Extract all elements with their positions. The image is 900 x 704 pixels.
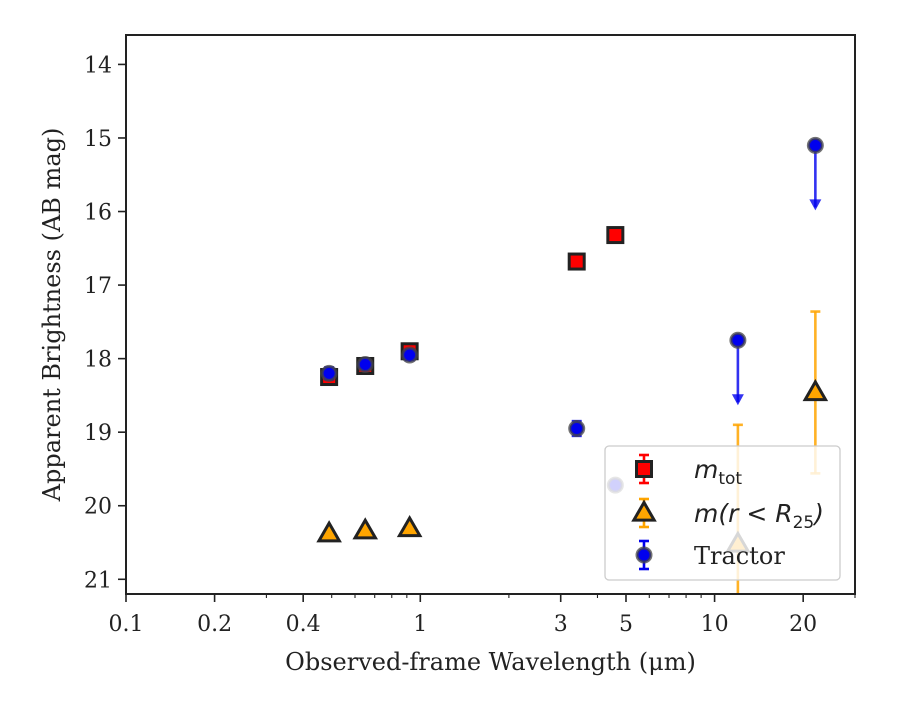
- y-tick-label: 15: [84, 127, 112, 152]
- y-tick-label: 20: [84, 495, 112, 520]
- x-tick-label: 10: [701, 612, 729, 637]
- legend-label: m(r < R25): [694, 499, 824, 533]
- x-tick-label: 20: [789, 612, 817, 637]
- x-tick-label: 0.2: [197, 612, 232, 637]
- x-tick-label: 5: [619, 612, 633, 637]
- legend-label: Tractor: [694, 542, 785, 570]
- data-point: [401, 346, 419, 364]
- upper-limit-arrowhead: [809, 199, 822, 211]
- x-tick-label: 3: [554, 612, 568, 637]
- data-point: [396, 514, 423, 538]
- data-point: [320, 364, 338, 382]
- legend: mtot m(r < R25) Tractor: [604, 445, 841, 581]
- x-axis: 0.1 0.2 0.4 1 3 5 10 20: [109, 594, 856, 637]
- y-tick-label: 18: [84, 348, 112, 373]
- data-point: [806, 136, 824, 154]
- upper-limit-arrowhead: [731, 394, 744, 406]
- y-tick-label: 21: [84, 568, 112, 593]
- legend-marker: [635, 460, 653, 478]
- data-point: [316, 520, 342, 543]
- data-point: [352, 517, 379, 540]
- legend-marker: [631, 499, 657, 522]
- data-point: [567, 606, 587, 624]
- plot-frame: [125, 34, 856, 595]
- data-point: [568, 420, 586, 438]
- series-layer: [316, 136, 829, 624]
- legend-label: mtot: [694, 455, 742, 489]
- x-axis-label: Observed-frame Wavelength (μm): [285, 648, 696, 676]
- data-point: [356, 356, 374, 374]
- x-tick-label: 0.1: [109, 612, 144, 637]
- data-point: [729, 331, 747, 349]
- y-tick-label: 16: [84, 201, 112, 226]
- data-point: [802, 378, 829, 402]
- y-axis: 14 15 16 17 18 19 20 21: [84, 53, 126, 593]
- data-point: [606, 226, 625, 245]
- y-tick-label: 14: [84, 53, 112, 78]
- x-tick-label: 0.4: [286, 612, 321, 637]
- data-point: [567, 252, 586, 271]
- legend-box: [604, 445, 841, 581]
- y-tick-label: 17: [84, 274, 112, 299]
- series-circle: [320, 136, 824, 494]
- x-tick-label: 1: [413, 612, 427, 637]
- y-axis-label: Apparent Brightness (AB mag): [38, 128, 66, 503]
- y-tick-label: 19: [84, 421, 112, 446]
- legend-marker: [635, 546, 653, 564]
